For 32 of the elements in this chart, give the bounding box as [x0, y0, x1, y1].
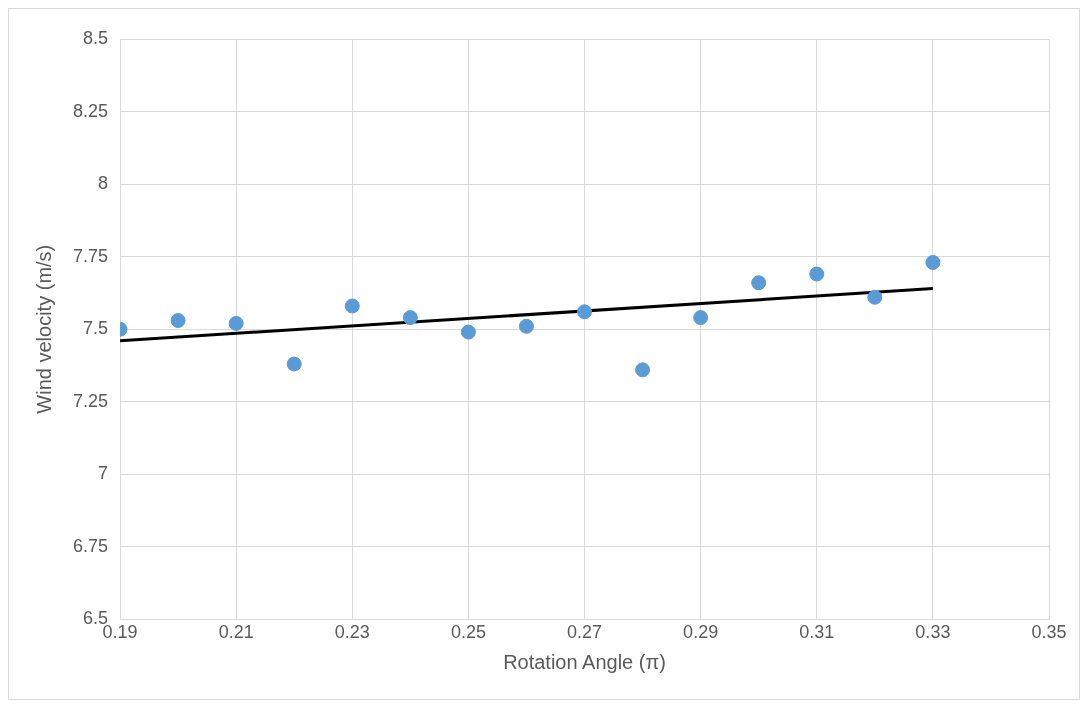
point	[170, 312, 186, 328]
point	[693, 310, 709, 326]
x-axis-title: Rotation Angle (π)	[503, 650, 666, 673]
x-tick-label: 0.35	[1031, 622, 1067, 643]
point	[635, 362, 651, 378]
point	[925, 254, 941, 270]
x-tick-label: 0.31	[799, 622, 835, 643]
point	[344, 298, 360, 314]
point	[402, 310, 418, 326]
point	[577, 304, 593, 320]
y-tick-label: 8.25	[72, 100, 109, 121]
x-tick-label: 0.29	[683, 622, 719, 643]
point	[809, 266, 825, 282]
x-tick-label: 0.23	[334, 622, 370, 643]
y-tick-label: 7.25	[72, 390, 109, 411]
point	[518, 318, 534, 334]
point	[751, 275, 767, 291]
y-tick-label: 6.75	[72, 535, 109, 556]
point	[228, 315, 244, 331]
x-tick-label: 0.25	[450, 622, 486, 643]
y-tick-label: 8.5	[83, 27, 109, 48]
y-tick-label: 7	[98, 463, 109, 484]
y-tick-label: 7.75	[72, 245, 109, 266]
y-axis-title: Wind velocity (m/s)	[32, 244, 55, 414]
x-tick-label: 0.21	[218, 622, 254, 643]
point	[460, 324, 476, 340]
point	[867, 289, 883, 305]
x-tick-label: 0.33	[915, 622, 951, 643]
y-tick-label: 8	[98, 173, 109, 194]
point	[286, 356, 302, 372]
x-tick-label: 0.27	[566, 622, 603, 643]
y-tick-label: 7.5	[83, 318, 109, 339]
